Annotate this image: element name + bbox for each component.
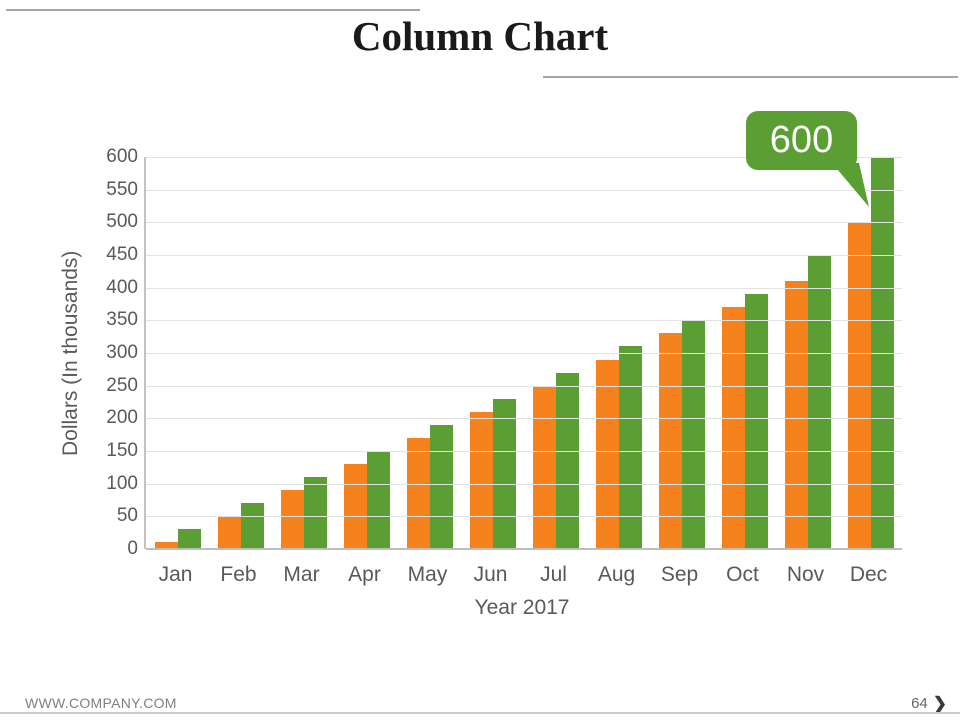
bar-orange-series-apr bbox=[343, 464, 367, 549]
gridline-550 bbox=[146, 189, 902, 191]
bar-group-nov bbox=[776, 255, 839, 549]
gridline-400 bbox=[146, 287, 902, 289]
x-axis-tick-labels: Jan Feb Mar Apr May Jun Jul Aug Sep Oct Nov Dec bbox=[144, 563, 900, 587]
decorative-line-top bbox=[6, 9, 420, 11]
bar-group-oct bbox=[713, 294, 776, 549]
gridline-0 bbox=[146, 548, 902, 550]
y-tick-label-500: 500 bbox=[106, 211, 138, 233]
bar-orange-series-jan bbox=[154, 542, 178, 549]
bar-green-series-mar bbox=[303, 477, 327, 549]
x-tick-label-may: May bbox=[407, 563, 448, 586]
bar-green-series-sep bbox=[681, 320, 705, 549]
x-tick-label-jun: Jun bbox=[473, 563, 508, 586]
bar-orange-series-sep bbox=[658, 333, 682, 549]
x-tick-label-aug: Aug bbox=[597, 563, 636, 586]
y-axis-tick-labels: 0 50 100 150 200 250 300 350 400 450 500 550 600 bbox=[88, 147, 138, 559]
bar-green-series-jun bbox=[492, 398, 516, 549]
callout-tail-icon bbox=[832, 163, 869, 207]
next-page-chevron-icon[interactable]: ❯ bbox=[932, 693, 947, 713]
bar-group-jun bbox=[461, 398, 524, 549]
y-tick-label-450: 450 bbox=[106, 244, 138, 265]
y-tick-label-300: 300 bbox=[106, 342, 138, 363]
y-tick-label-550: 550 bbox=[106, 178, 138, 200]
y-tick-label-400: 400 bbox=[106, 276, 138, 298]
gridline-300 bbox=[146, 353, 902, 354]
bar-green-series-feb bbox=[240, 503, 264, 549]
gridline-350 bbox=[146, 320, 902, 322]
gridline-500 bbox=[146, 222, 902, 224]
x-tick-label-mar: Mar bbox=[283, 563, 320, 586]
gridline-600 bbox=[146, 157, 902, 158]
y-tick-label-350: 350 bbox=[106, 309, 138, 331]
page-title: Column Chart bbox=[351, 13, 609, 59]
bar-orange-series-jun bbox=[469, 411, 493, 549]
bar-orange-series-mar bbox=[280, 490, 304, 549]
bar-group-jan bbox=[146, 529, 209, 549]
x-tick-label-jan: Jan bbox=[158, 563, 193, 586]
bar-group-sep bbox=[650, 320, 713, 549]
bar-green-series-may bbox=[429, 424, 453, 549]
gridline-450 bbox=[146, 255, 902, 256]
x-tick-label-sep: Sep bbox=[660, 563, 699, 586]
footer-website-link[interactable]: WWW.COMPANY.COM bbox=[25, 695, 177, 711]
x-tick-label-nov: Nov bbox=[786, 563, 825, 586]
x-tick-label-oct: Oct bbox=[726, 563, 759, 586]
y-tick-label-50: 50 bbox=[116, 505, 138, 527]
bar-orange-series-may bbox=[406, 437, 430, 549]
bar-green-series-jul bbox=[555, 372, 579, 549]
bar-orange-series-oct bbox=[721, 307, 745, 549]
bar-orange-series-feb bbox=[217, 516, 241, 549]
decorative-line-under-title bbox=[543, 76, 958, 78]
gridline-150 bbox=[146, 451, 902, 452]
data-label-callout: 600 bbox=[746, 111, 857, 170]
bar-green-series-aug bbox=[618, 346, 642, 549]
bar-group-jul bbox=[524, 372, 587, 549]
gridline-250 bbox=[146, 385, 902, 387]
y-tick-label-0: 0 bbox=[127, 538, 138, 559]
page-number: 64 bbox=[911, 694, 928, 712]
bar-green-series-apr bbox=[366, 451, 390, 549]
bar-group-mar bbox=[272, 477, 335, 549]
y-axis-title: Dollars (In thousands) bbox=[59, 250, 82, 456]
y-tick-label-200: 200 bbox=[106, 407, 138, 429]
y-tick-label-150: 150 bbox=[106, 440, 138, 461]
gridline-200 bbox=[146, 418, 902, 420]
x-axis-title: Year 2017 bbox=[474, 596, 570, 619]
bar-group-apr bbox=[335, 451, 398, 549]
bar-orange-series-aug bbox=[595, 359, 619, 549]
gridline-50 bbox=[146, 516, 902, 518]
y-tick-label-100: 100 bbox=[106, 472, 138, 494]
page-navigation: 64 ❯ bbox=[911, 695, 947, 712]
x-tick-label-dec: Dec bbox=[849, 563, 888, 586]
bar-group-may bbox=[398, 424, 461, 549]
x-tick-label-apr: Apr bbox=[348, 563, 381, 586]
bar-orange-series-jul bbox=[532, 385, 556, 549]
plot-area bbox=[144, 157, 902, 550]
bar-green-series-oct bbox=[744, 294, 768, 549]
callout-value: 600 bbox=[769, 119, 834, 161]
bar-orange-series-nov bbox=[784, 281, 808, 549]
gridline-100 bbox=[146, 483, 902, 485]
bar-group-feb bbox=[209, 503, 272, 549]
bar-green-series-nov bbox=[807, 255, 831, 549]
y-tick-label-600: 600 bbox=[106, 146, 138, 167]
x-tick-label-jul: Jul bbox=[540, 563, 567, 586]
x-tick-label-feb: Feb bbox=[220, 563, 257, 586]
footer: WWW.COMPANY.COM 64 ❯ bbox=[25, 693, 947, 713]
y-tick-label-250: 250 bbox=[106, 374, 138, 396]
decorative-line-bottom bbox=[0, 712, 960, 714]
bar-group-aug bbox=[587, 346, 650, 549]
bar-green-series-jan bbox=[177, 529, 201, 549]
